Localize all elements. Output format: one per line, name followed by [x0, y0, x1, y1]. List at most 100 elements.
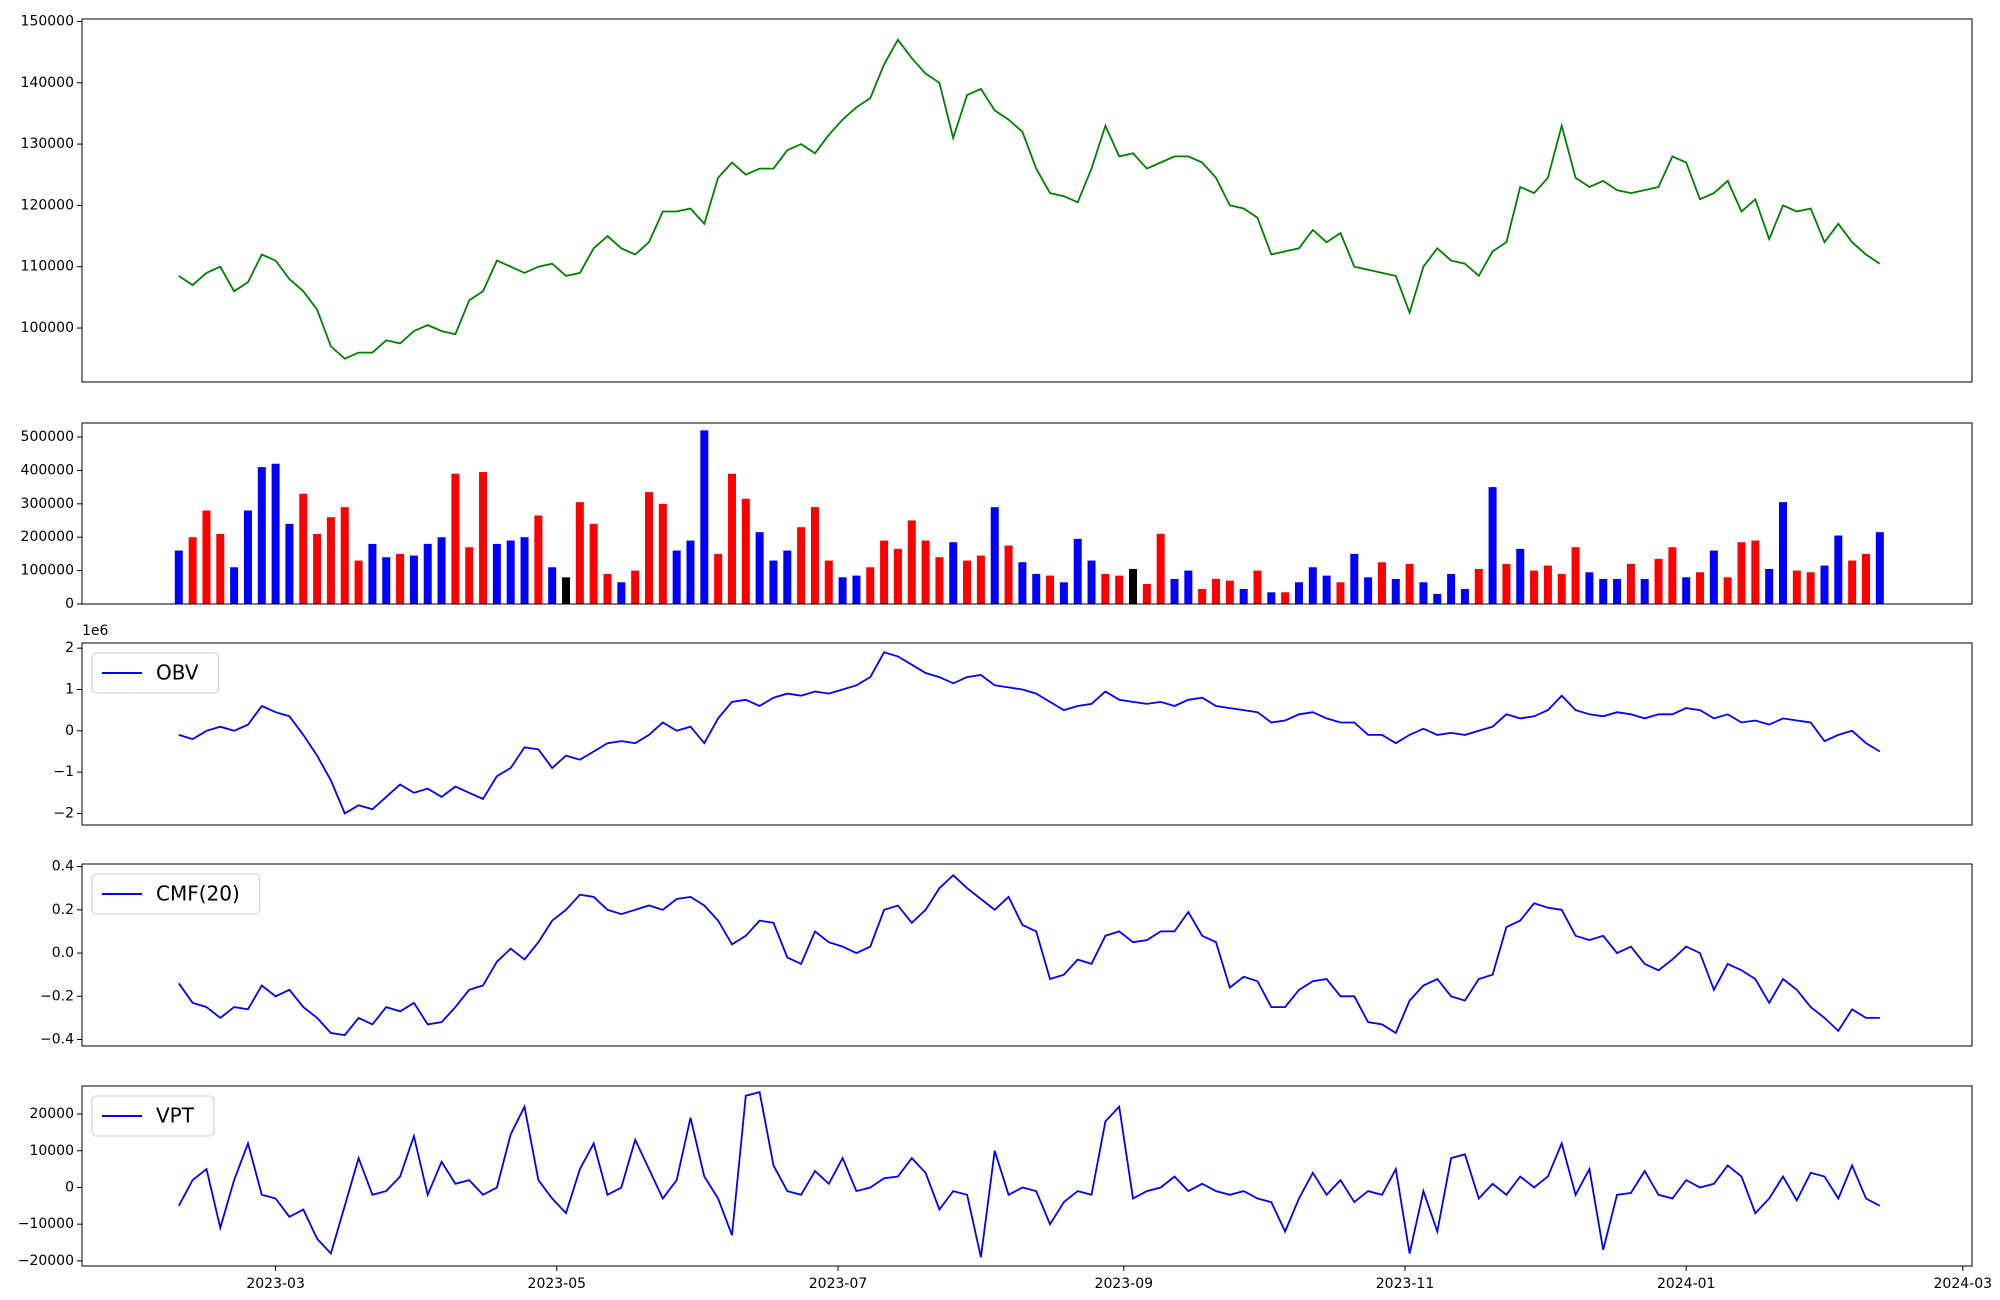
plot-frame [81, 1085, 1973, 1267]
y-tick-label: −0.4 [40, 1032, 74, 1048]
volume-bar [1018, 562, 1027, 604]
volume-bar [1723, 577, 1732, 604]
volume-bar [562, 577, 571, 604]
volume-bar [1668, 547, 1677, 604]
series-line [178, 873, 1880, 1037]
y-tick-label: 110000 [21, 259, 74, 275]
series-line [178, 1090, 1881, 1258]
volume-bar [479, 472, 488, 604]
volume-bar [1350, 553, 1359, 604]
volume-bar [658, 503, 667, 604]
volume-bar [645, 492, 653, 604]
volume-bar [230, 567, 239, 604]
volume-bar [1585, 572, 1594, 604]
plot-frame [81, 863, 1973, 1047]
volume-bar [866, 567, 875, 604]
series-line [178, 651, 1881, 815]
volume-bar [354, 560, 363, 604]
volume-bar [299, 493, 308, 604]
y-tick-label: −10000 [18, 1216, 74, 1232]
volume-bar [810, 507, 819, 604]
volume-bar [396, 553, 405, 604]
y-tick-label: 0.0 [52, 945, 74, 961]
volume-bar [437, 537, 446, 604]
x-tick-label: 2023-05 [528, 1276, 587, 1292]
y-tick-label: 2 [65, 640, 74, 656]
volume-bar [575, 502, 584, 604]
volume-bar [1779, 502, 1787, 604]
legend-box [91, 1095, 215, 1137]
volume-bar [1654, 558, 1663, 604]
volume-bar [1599, 578, 1608, 604]
volume-bar [548, 567, 557, 604]
plot-frame [81, 642, 1973, 826]
volume-bar [423, 543, 432, 604]
volume-bar [1682, 577, 1691, 604]
volume-bar [1502, 563, 1511, 604]
volume-bar [990, 507, 999, 604]
y-tick-label: −1 [53, 764, 74, 780]
volume-bar [257, 467, 266, 604]
volume-bar [714, 553, 723, 604]
volume-bar [1004, 545, 1013, 604]
volume-bar [1419, 582, 1428, 604]
volume-bar [1156, 533, 1165, 604]
volume-bar [1405, 563, 1414, 604]
volume-bar [1474, 568, 1483, 604]
y-tick-label: 140000 [21, 75, 74, 91]
x-tick-label: 2024-03 [1934, 1276, 1993, 1292]
volume-bar [1488, 487, 1497, 604]
volume-bar [893, 548, 902, 604]
y-tick-label: 0 [65, 1179, 74, 1195]
volume-bar [1239, 588, 1248, 604]
volume-bar [1212, 578, 1220, 604]
volume-bar [409, 555, 418, 604]
volume-bar [1737, 542, 1746, 604]
plot-frame [81, 422, 1973, 605]
volume-bar [1101, 573, 1110, 604]
volume-bar [382, 557, 391, 604]
x-tick-label: 2023-11 [1376, 1276, 1435, 1292]
volume-bar [783, 550, 792, 604]
volume-bar [368, 543, 377, 604]
volume-bar [1032, 573, 1041, 604]
volume-bar [1433, 593, 1442, 604]
volume-bar [921, 540, 930, 604]
volume-bar [326, 517, 335, 604]
axis-offset-label: 1e6 [82, 623, 109, 639]
volume-bar [1557, 573, 1566, 604]
x-tick-label: 2024-01 [1657, 1276, 1716, 1292]
volume-bar [1460, 588, 1469, 604]
volume-bar [1806, 572, 1815, 604]
volume-bar [852, 575, 861, 604]
volume-bar [1848, 560, 1857, 604]
volume-bar [1115, 575, 1124, 604]
volume-bar [1765, 568, 1774, 604]
volume-bar [907, 520, 916, 604]
y-tick-label: 150000 [21, 13, 74, 29]
volume-bar [1059, 582, 1068, 604]
volume-bar [1364, 577, 1373, 604]
volume-bar [1198, 588, 1207, 604]
volume-bar [1820, 565, 1829, 604]
volume-bar [631, 570, 640, 604]
volume-bar [1073, 538, 1082, 604]
volume-bar [617, 582, 626, 604]
volume-bar [1391, 578, 1400, 604]
volume-bar [1129, 568, 1138, 604]
volume-bar [1516, 548, 1525, 604]
volume-bar [1875, 532, 1884, 604]
volume-bar [1170, 578, 1179, 604]
x-tick-label: 2023-09 [1095, 1276, 1154, 1292]
volume-bar [243, 510, 252, 604]
y-tick-label: −0.2 [40, 988, 74, 1004]
volume-bar [492, 543, 501, 604]
volume-bar [838, 577, 847, 604]
volume-bar [949, 542, 958, 604]
volume-bar [1571, 547, 1580, 604]
volume-bar [465, 547, 474, 604]
volume-bar [769, 560, 778, 604]
volume-bar [672, 550, 681, 604]
y-tick-label: 400000 [21, 462, 74, 478]
